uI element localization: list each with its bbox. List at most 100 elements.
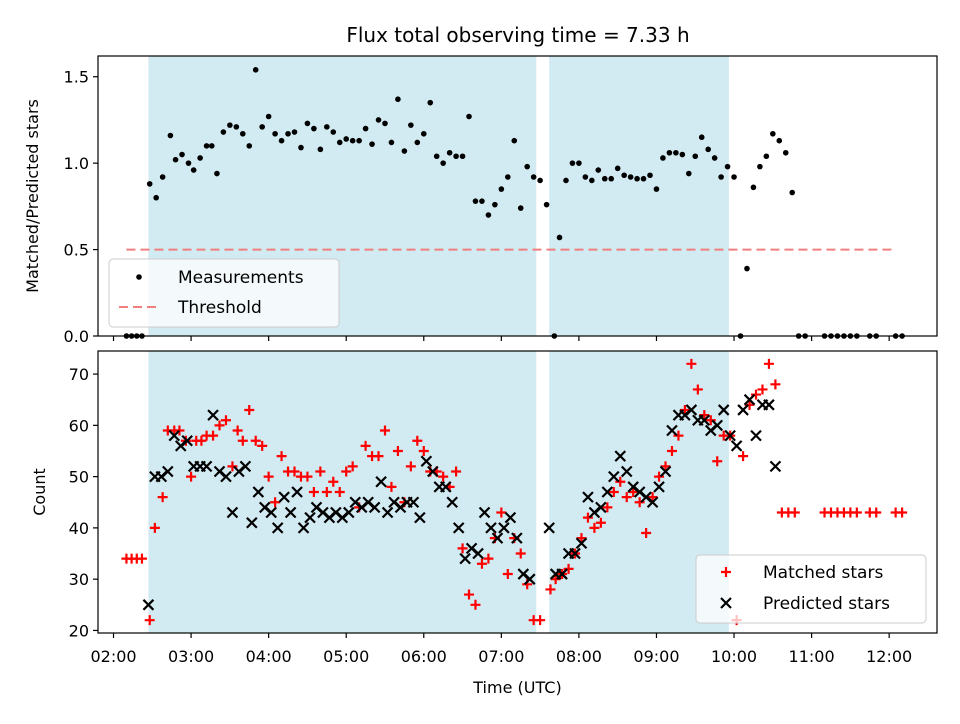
predicted-star-point	[737, 404, 749, 416]
measurement-point	[731, 174, 737, 180]
measurement-point	[459, 153, 466, 160]
predicted-star-point	[730, 440, 743, 452]
predicted-star-point	[498, 522, 510, 534]
x-tick-label: 03:00	[168, 647, 214, 666]
axes-frame	[97, 350, 938, 634]
measurement-point	[336, 139, 343, 146]
x-tick-label: 02:00	[90, 647, 136, 666]
matched-star-point	[496, 507, 507, 518]
measurement-point	[711, 155, 718, 161]
matched-star-point	[679, 404, 690, 415]
predicted-star-point	[207, 409, 219, 421]
matched-star-point	[535, 615, 546, 626]
measurement-point	[330, 129, 337, 135]
x-axis-label: Time (UTC)	[472, 678, 561, 697]
predicted-star-point	[685, 404, 698, 416]
y-axis-label: Count	[30, 468, 49, 516]
matched-star-point	[315, 466, 326, 477]
matched-star-point	[712, 456, 723, 467]
matched-star-point	[412, 435, 423, 446]
x-tick-label: 05:00	[323, 647, 369, 666]
predicted-star-point	[653, 481, 665, 493]
measurement-point	[582, 174, 589, 180]
measurement-point	[601, 175, 608, 182]
matched-star-point	[789, 507, 800, 518]
legend: Measurements Threshold	[108, 258, 340, 328]
measurement-point	[563, 177, 569, 184]
matched-star-point	[666, 445, 677, 456]
measurement-point	[511, 137, 518, 144]
measurement-point	[185, 160, 192, 166]
predicted-star-point	[239, 460, 252, 473]
predicted-star-point	[478, 506, 491, 519]
chart-title: Flux total observing time = 7.33 h	[346, 23, 689, 47]
predicted-star-point	[524, 573, 536, 585]
matched-star-point	[270, 497, 281, 508]
matched-star-point	[470, 599, 481, 610]
matched-star-point	[373, 451, 384, 462]
measurement-point	[770, 130, 776, 137]
measurement-point	[278, 137, 285, 144]
legend-label-measurements: Measurements	[178, 268, 304, 288]
matched-star-point	[136, 553, 147, 564]
measurement-point	[576, 160, 582, 166]
measurement-point	[569, 160, 576, 166]
measurement-point	[356, 137, 362, 144]
matched-star-point	[699, 410, 710, 421]
measurement-point	[750, 184, 757, 191]
measurement-point	[640, 175, 647, 182]
measurement-point	[317, 146, 324, 153]
matched-star-point	[208, 430, 219, 441]
measurement-point	[233, 124, 240, 130]
bottom-panel: 20 30 40 50 60 70 02:00 03:00 04:00 05:00 06:00 07:…	[30, 350, 938, 697]
measurement-point	[524, 163, 530, 170]
axes-frame	[97, 55, 938, 337]
predicted-star-point	[472, 547, 484, 560]
matched-star-point	[334, 487, 345, 497]
measurement-point	[472, 198, 479, 204]
legend-label-matched: Matched stars	[763, 563, 883, 583]
matched-star-point	[686, 358, 697, 369]
measurement-point	[679, 151, 686, 158]
predicted-star-point	[368, 501, 381, 514]
matched-star-point	[550, 574, 561, 585]
measurement-point	[159, 174, 166, 180]
matched-star-point	[174, 425, 185, 436]
matched-star-point	[438, 471, 449, 482]
y-tick-label: 1.0	[64, 154, 89, 173]
predicted-star-point	[743, 393, 756, 406]
x-tick-label: 12:00	[866, 647, 912, 666]
measurement-point	[401, 148, 408, 154]
measurement-point	[349, 137, 356, 144]
predicted-star-point	[381, 506, 394, 519]
measurement-point	[627, 174, 634, 180]
measurement-point	[343, 136, 350, 142]
predicted-star-point	[620, 465, 633, 478]
measurement-point	[498, 186, 505, 192]
measurement-point	[272, 130, 278, 137]
predicted-star-point	[659, 465, 672, 478]
y-tick-label: 1.5	[64, 68, 89, 87]
series-matched-stars	[121, 358, 908, 626]
measurement-point	[291, 129, 298, 135]
matched-star-point	[660, 461, 671, 472]
matched-star-point	[227, 461, 238, 472]
matched-star-point	[770, 379, 781, 390]
measurement-point	[208, 143, 215, 149]
matched-star-point	[654, 471, 665, 482]
measurement-point	[285, 130, 291, 137]
matched-star-point	[144, 615, 155, 626]
matched-star-point	[308, 487, 319, 497]
predicted-star-point	[717, 404, 730, 416]
x-tick-label: 10:00	[711, 647, 757, 666]
measurement-point	[466, 113, 472, 120]
measurement-point	[757, 163, 763, 170]
y-tick-label: 70	[69, 365, 89, 384]
predicted-star-point	[414, 511, 426, 524]
predicted-star-point	[646, 496, 659, 509]
measurement-point	[530, 174, 537, 180]
y-tick-label: 0.5	[64, 241, 89, 260]
measurement-point	[324, 124, 330, 130]
measurement-point	[214, 170, 220, 177]
measurement-point	[763, 153, 770, 160]
